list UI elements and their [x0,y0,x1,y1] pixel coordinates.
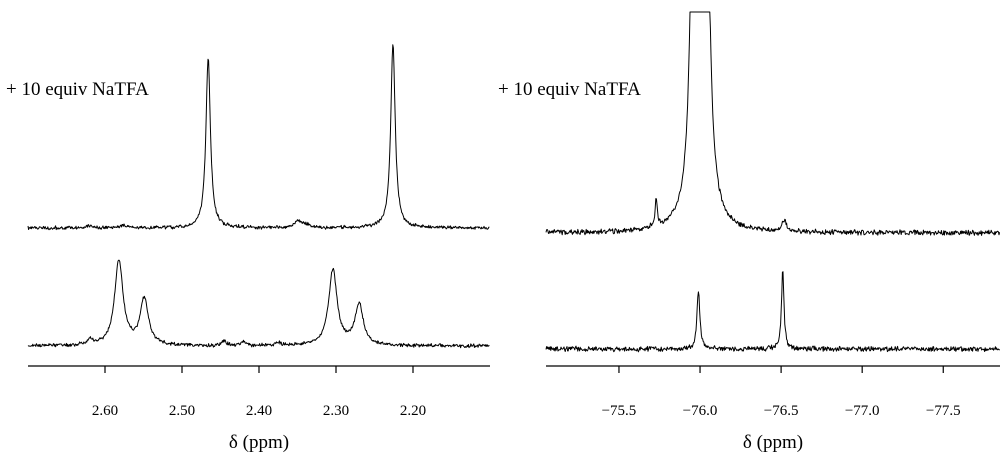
lower-spectrum-trace [27,259,490,349]
right-x-axis-title: δ (ppm) [743,432,803,453]
left-traces [27,44,490,349]
left-x-ticks: 2.60 2.50 2.40 2.30 2.20 [92,366,426,419]
x-tick-label: −76.5 [764,403,799,419]
x-tick-label: −77.0 [845,403,880,419]
x-tick-label: 2.20 [400,403,426,419]
x-tick-label: 2.30 [323,403,349,419]
x-tick-label: −76.0 [683,403,718,419]
x-tick-label: 2.60 [92,403,118,419]
right-annotation: + 10 equiv NaTFA [498,79,641,100]
right-traces [545,11,1000,353]
x-tick-label: 2.50 [169,403,195,419]
left-annotation: + 10 equiv NaTFA [6,79,149,100]
x-tick-label: 2.40 [246,403,272,419]
left-x-axis-title: δ (ppm) [229,432,289,453]
right-spectrum-panel: + 10 equiv NaTFA −75.5 −76.0 −76.5 −77.0 −77… [498,11,1000,453]
left-spectrum-panel: + 10 equiv NaTFA 2.60 2.50 2.40 2.30 2.20 δ … [6,44,490,453]
right-x-ticks: −75.5 −76.0 −76.5 −77.0 −77.5 [602,366,961,419]
lower-spectrum-trace [545,271,1000,353]
upper-spectrum-trace [27,44,490,231]
upper-spectrum-trace [545,11,1000,236]
x-tick-label: −75.5 [602,403,637,419]
x-tick-label: −77.5 [926,403,961,419]
